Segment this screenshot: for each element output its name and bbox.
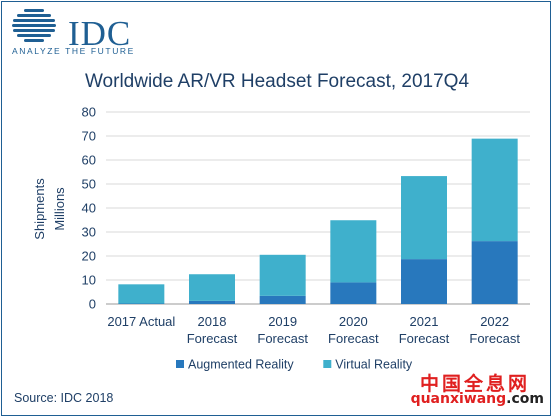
watermark-chinese: 中国全息网 [419, 373, 530, 395]
globe-icon [12, 9, 56, 42]
bar-augmented-reality [259, 295, 306, 304]
bar-virtual-reality [330, 220, 377, 283]
legend-label: Virtual Reality [335, 358, 413, 372]
bar-virtual-reality [259, 254, 306, 296]
y-tick-label: 20 [82, 249, 96, 264]
y-tick-label: 30 [82, 225, 96, 240]
y-axis-title: Shipments [32, 178, 47, 240]
legend-swatch [176, 360, 184, 368]
bar-augmented-reality [189, 300, 235, 304]
y-tick-label: 50 [82, 177, 96, 192]
y-tick-label: 70 [82, 129, 96, 144]
x-tick-label: 2019 [268, 314, 297, 329]
bar-virtual-reality [118, 284, 165, 304]
source-note: Source: IDC 2018 [14, 391, 114, 405]
logo-tagline: ANALYZE THE FUTURE [12, 46, 135, 56]
bar-augmented-reality [401, 259, 447, 304]
y-axis-title: Millions [52, 187, 67, 231]
watermark-url: quanxiwang.com [411, 391, 544, 407]
bar-virtual-reality [401, 176, 447, 260]
legend-swatch [323, 360, 332, 368]
y-tick-label: 80 [82, 105, 96, 120]
y-tick-label: 60 [82, 153, 96, 168]
chart-title: Worldwide AR/VR Headset Forecast, 2017Q4 [84, 71, 470, 92]
y-tick-label: 10 [82, 273, 96, 288]
bar-virtual-reality [471, 138, 518, 242]
x-tick-label: Forecast [399, 331, 450, 346]
legend-label: Augmented Reality [188, 358, 294, 372]
x-tick-label: Forecast [328, 331, 379, 346]
x-tick-label: Forecast [469, 331, 520, 346]
idc-logo: IDC ANALYZE THE FUTURE [10, 8, 150, 58]
bar-augmented-reality [330, 282, 377, 304]
y-tick-label: 40 [82, 201, 96, 216]
x-tick-label: 2018 [198, 314, 227, 329]
x-tick-label: 2022 [480, 314, 509, 329]
x-tick-label: 2021 [410, 314, 439, 329]
x-tick-label: 2020 [339, 314, 368, 329]
bar-augmented-reality [471, 241, 518, 304]
watermark-url-main: quanxiwang [410, 391, 507, 407]
y-tick-label: 0 [89, 297, 96, 312]
x-tick-label: 2017 Actual [107, 314, 175, 329]
logo-wordmark: IDC [68, 14, 132, 53]
watermark-url-domain: .com [506, 391, 544, 407]
bar-virtual-reality [189, 274, 235, 301]
x-tick-label: Forecast [257, 331, 308, 346]
x-tick-label: Forecast [187, 331, 238, 346]
